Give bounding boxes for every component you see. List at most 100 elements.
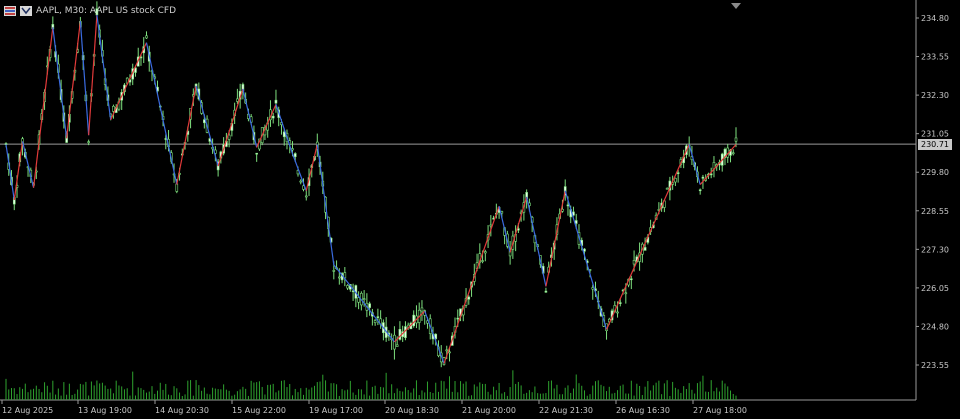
zigzag-segment [688,144,701,185]
candle-body [398,329,402,340]
price-tick-label: 231.05 [921,130,949,139]
zigzag-segment [316,144,335,265]
zigzag-segment [5,144,15,201]
zigzag-segment [275,104,294,154]
price-tick-label: 223.55 [921,361,949,370]
candle-body [445,349,449,352]
zigzag-segment [256,104,277,148]
price-tick-label: 228.55 [921,207,949,216]
candle-body [674,177,677,183]
time-tick-label: 15 Aug 22:00 [232,406,286,415]
zigzag-segment [699,144,737,185]
time-tick-label: 26 Aug 16:30 [616,406,670,415]
one-click-trading-icon[interactable] [4,6,16,16]
candle-body [434,333,438,340]
candle-body [676,172,680,174]
candle-body [616,311,619,314]
zigzag-segment [393,310,426,343]
zigzag-segment [66,21,81,139]
price-tick-label: 224.80 [921,322,949,331]
zigzag-segment [88,14,98,136]
candle-body [271,115,275,119]
candle-body [630,278,633,281]
candle-body [489,224,493,227]
zigzag-segment [96,14,112,120]
price-tick-label: 233.55 [921,53,949,62]
zigzag-segment [110,42,148,121]
candle-body [624,292,628,295]
time-tick-label: 20 Aug 18:30 [385,406,439,415]
candle-body [338,276,341,279]
price-tick-label: 234.80 [921,14,949,23]
zigzag-segment [13,141,24,201]
time-tick-label: 22 Aug 21:30 [539,406,593,415]
candle-body [709,173,713,176]
candle-body [134,67,137,73]
candle-body [87,141,90,143]
candle-body [467,296,471,300]
candle-body [376,316,380,318]
current-price-badge: 230.71 [918,139,952,150]
chart-icon[interactable] [20,6,32,16]
zigzag-segment [291,153,307,191]
zigzag-segment [564,190,608,330]
time-tick-label: 14 Aug 20:30 [155,406,209,415]
chart-header: AAPL, M30: AAPL US stock CFD [4,4,176,18]
zigzag-segment [21,141,35,188]
price-tick-label: 227.30 [921,245,949,254]
candle-body [412,314,415,327]
zigzag-segment [217,88,244,167]
candle-body [346,285,349,289]
price-tick-label: 232.30 [921,91,949,100]
candle-body [544,290,548,293]
zigzag-segment [424,310,445,364]
candle-body [734,137,738,142]
candle-body [255,152,258,155]
price-tick-label: 226.05 [921,284,949,293]
candle-body [619,302,622,304]
zigzag-segment [79,21,90,136]
candle-body [95,8,99,16]
candle-body [632,260,636,265]
candle-body [373,320,377,323]
candle-body [591,287,595,290]
candle-body [274,99,278,104]
zigzag-segment [526,196,547,287]
candle-body [299,180,303,183]
zigzag-segment [333,264,395,343]
zigzag-segment [242,88,258,148]
zigzag-segment [195,85,219,167]
time-tick-label: 13 Aug 19:00 [78,406,132,415]
candle-body [112,105,115,112]
candle-body [291,148,294,151]
zigzag-segment [32,27,54,188]
candle-body [362,298,366,300]
candle-body [731,152,735,155]
candle-body [574,220,578,224]
candle-body [357,297,360,303]
zigzag-segment [443,205,500,364]
candle-body [481,260,484,262]
candle-body [665,187,669,190]
price-tick-label: 229.80 [921,168,949,177]
candle-body [566,204,570,207]
zigzag-segment [605,144,690,330]
zigzag-segment [52,27,68,139]
time-tick-label: 21 Aug 20:00 [462,406,516,415]
zigzag-segment [498,206,511,253]
candle-body [227,134,231,140]
candle-body [395,344,399,347]
zigzag-segment [509,196,528,253]
candle-body [484,251,487,254]
zigzag-segment [145,42,178,185]
candle-body [456,317,460,320]
candle-body [175,183,179,192]
candle-body [448,351,451,354]
zigzag-segment [176,85,197,185]
chart-shift-marker-icon[interactable] [731,3,741,9]
candle-body [698,189,702,192]
candle-body [643,247,647,251]
time-tick-label: 12 Aug 2025 [2,406,53,415]
candle-body [583,248,586,252]
